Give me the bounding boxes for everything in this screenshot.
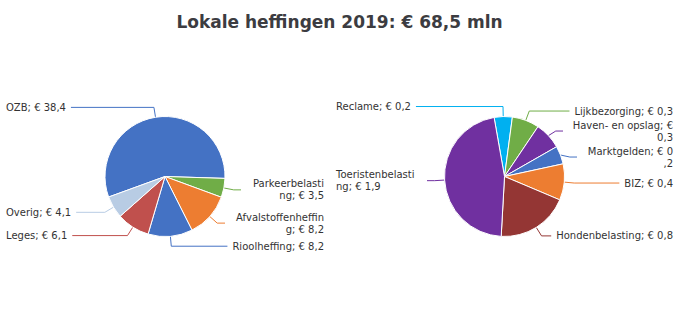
svg-text:Toeristenbelasti: Toeristenbelasti [335, 169, 415, 180]
svg-text:BIZ; € 0,4: BIZ; € 0,4 [624, 178, 673, 189]
svg-text:g; € 8,2: g; € 8,2 [286, 224, 324, 235]
svg-text:ng; € 1,9: ng; € 1,9 [336, 181, 381, 192]
svg-text:Haven- en opslag; €: Haven- en opslag; € [573, 120, 673, 131]
svg-text:OZB; € 38,4: OZB; € 38,4 [6, 102, 66, 113]
svg-text:Rioolheffing; € 8,2: Rioolheffing; € 8,2 [232, 241, 324, 252]
svg-text:ng; € 3,5: ng; € 3,5 [279, 190, 324, 201]
svg-text:Afvalstoffenheffin: Afvalstoffenheffin [236, 212, 324, 223]
svg-text:0,3: 0,3 [654, 132, 673, 143]
svg-text:Leges; € 6,1: Leges; € 6,1 [6, 230, 67, 241]
svg-text:Parkeerbelasti: Parkeerbelasti [253, 178, 324, 189]
svg-text:Marktgelden; € 0: Marktgelden; € 0 [588, 146, 673, 157]
svg-text:Lokale heffingen 2019: € 68,5: Lokale heffingen 2019: € 68,5 mln [176, 12, 502, 32]
svg-text:Reclame; € 0,2: Reclame; € 0,2 [336, 101, 411, 112]
svg-text:Overig; € 4,1: Overig; € 4,1 [6, 207, 71, 218]
svg-text:Hondenbelasting; € 0,8: Hondenbelasting; € 0,8 [556, 230, 673, 241]
svg-text:Lijkbezorging; € 0,3: Lijkbezorging; € 0,3 [574, 106, 673, 117]
svg-text:,2: ,2 [663, 158, 673, 169]
